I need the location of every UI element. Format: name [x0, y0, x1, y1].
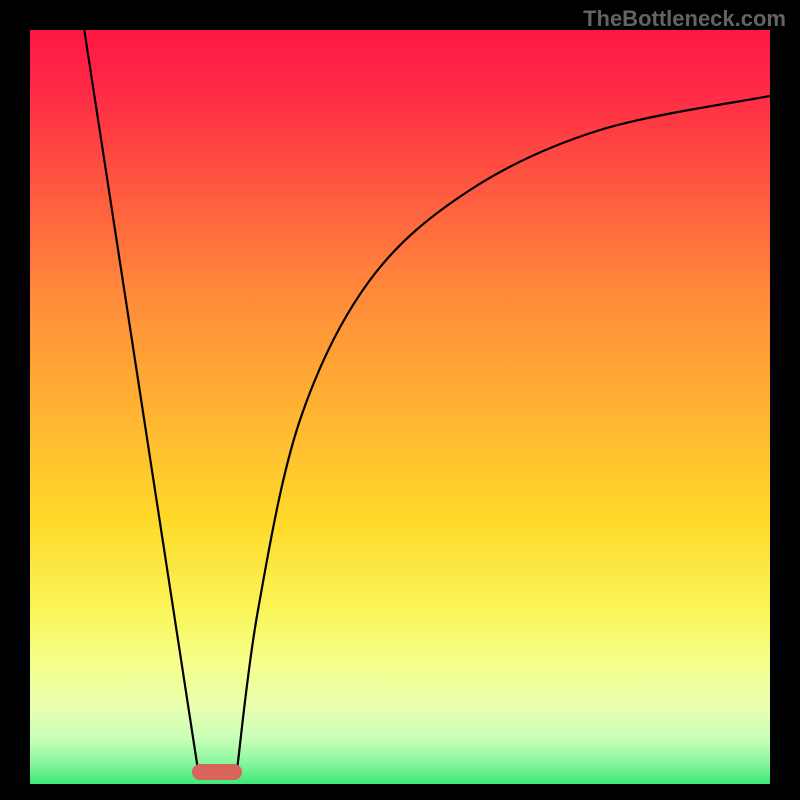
bottleneck-marker: [192, 764, 242, 780]
left-line: [84, 30, 198, 770]
frame-border-bottom: [0, 784, 800, 800]
frame-border-right: [770, 0, 800, 800]
right-curve: [237, 96, 770, 770]
frame-border-left: [0, 0, 30, 800]
watermark-text: TheBottleneck.com: [583, 6, 786, 32]
plot-area: [30, 30, 770, 784]
chart-container: TheBottleneck.com: [0, 0, 800, 800]
curves-layer: [30, 30, 770, 784]
